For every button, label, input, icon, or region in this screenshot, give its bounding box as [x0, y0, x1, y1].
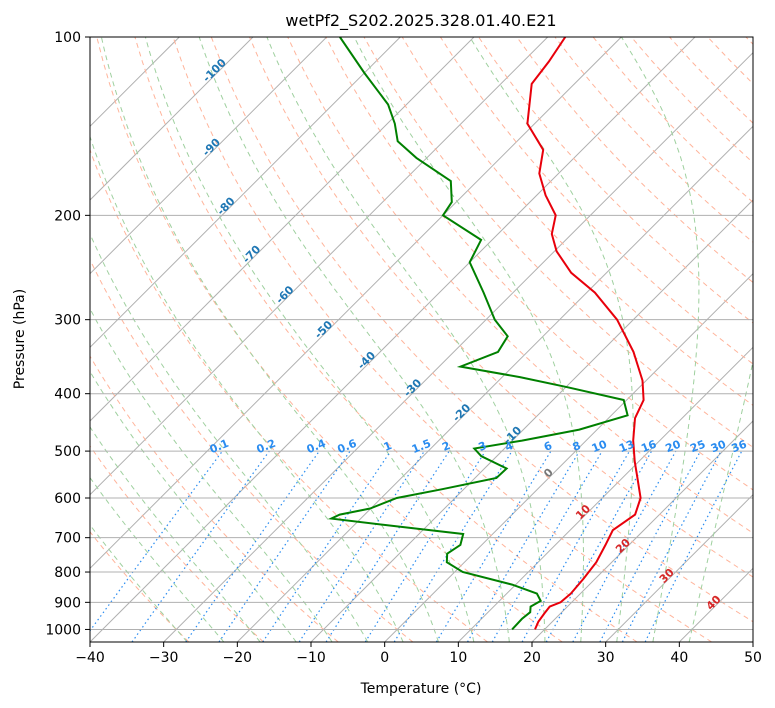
plot-frame: [89, 36, 754, 643]
dewpoint-line: [327, 37, 629, 631]
dry-adiabat-line: [516, 37, 753, 284]
isotherm-line: [236, 125, 753, 642]
moist-adiabat-line: [90, 135, 404, 642]
profile-series: [327, 37, 645, 631]
x-tick-label: −40: [75, 650, 105, 666]
y-tick-label: 700: [54, 531, 81, 547]
mixing-ratio-label: 2: [440, 439, 452, 454]
x-tick-label: 30: [597, 650, 615, 666]
mixing-ratio-label: 8: [571, 439, 583, 454]
mixing-ratio-line: [599, 450, 702, 642]
mixing-ratio-label: 20: [664, 437, 683, 455]
mixing-ratio-line: [393, 450, 513, 642]
isotherm-line: [90, 37, 475, 422]
dry-adiabat-line: [210, 37, 753, 623]
isotherm-line: [384, 272, 753, 642]
moist-adiabat-line: [620, 37, 700, 642]
isotherm-line: [90, 37, 622, 570]
dry-adiabat-line: [96, 37, 563, 642]
isotherm-line: [457, 346, 753, 642]
x-tick-label: −20: [223, 650, 253, 666]
moist-adiabat-line: [90, 370, 297, 642]
dry-adiabat-line: [90, 148, 488, 642]
mixing-ratio-label: 3: [477, 439, 489, 454]
x-tick-label: 20: [523, 650, 541, 666]
x-tick-label: −10: [296, 650, 326, 666]
y-tick-label: 900: [54, 595, 81, 611]
moist-adiabat-line: [90, 524, 188, 642]
y-tick-label: 200: [54, 208, 81, 224]
isotherm-line: [605, 493, 753, 642]
moist-adiabat-line: [100, 37, 439, 642]
moist-adiabat-line: [353, 37, 584, 642]
dry-adiabat-line: [439, 37, 753, 365]
y-tick-label: 600: [54, 491, 81, 507]
mixing-ratio-label: 1: [382, 439, 394, 454]
mixing-ratio-line: [325, 450, 450, 642]
moist-adiabat-line: [90, 232, 369, 642]
mixing-ratio-line: [572, 450, 677, 642]
mixing-ratio-label: 16: [639, 437, 658, 455]
y-tick-label: 100: [54, 30, 81, 46]
temperature-line: [526, 37, 645, 630]
mixing-ratio-line: [364, 450, 486, 642]
isotherm-line: [752, 641, 753, 642]
isotherm-line: [90, 37, 328, 275]
mixing-ratio-label: 30: [709, 437, 728, 455]
moist-adiabat-line: [90, 476, 225, 642]
x-tick-label: 40: [670, 650, 688, 666]
y-tick-label: 400: [54, 387, 81, 403]
moist-adiabat-line: [90, 426, 261, 642]
x-axis-label: Temperature (°C): [360, 681, 482, 697]
moist-adiabat-line: [144, 37, 475, 642]
x-tick-label: 0: [380, 650, 389, 666]
mixing-ratio-line: [298, 450, 425, 642]
y-tick-label: 800: [54, 565, 81, 581]
x-tick-label: 10: [449, 650, 467, 666]
y-tick-label: 1000: [45, 622, 81, 638]
mixing-ratio-label: 25: [688, 438, 707, 456]
y-axis-label: Pressure (hPa): [12, 289, 28, 389]
axes: −40 −30 −20 −10 0 10 20 30 40 50 100 200 300 400 500 60…: [45, 30, 762, 666]
isotherm-line: [90, 37, 549, 496]
isotherm-line: [163, 51, 753, 642]
y-tick-label: 500: [54, 444, 81, 460]
isotherm-line: [90, 37, 401, 349]
dry-adiabat-line: [401, 37, 753, 406]
moist-adiabat-line: [266, 37, 546, 642]
dry-adiabat-line: [249, 37, 753, 578]
plot-background: [90, 37, 753, 642]
reference-lines: [90, 37, 753, 642]
isotherm-line: [90, 37, 696, 642]
y-tick-label: 300: [54, 313, 81, 329]
mixing-ratio-label: 13: [617, 438, 636, 456]
mixing-ratio-line: [466, 450, 580, 642]
mixing-ratio-line: [435, 450, 552, 642]
mixing-ratio-line: [218, 450, 351, 642]
mixing-ratio-label: 36: [730, 437, 749, 455]
dry-adiabat-line: [90, 445, 264, 642]
dry-adiabat-line: [287, 37, 753, 534]
isotherm-line: [90, 37, 254, 201]
dry-adiabat-line: [90, 531, 190, 642]
isotherm-line: [310, 199, 753, 642]
mixing-ratio-label: 10: [590, 437, 609, 455]
x-tick-label: −30: [149, 650, 179, 666]
x-tick-label: 50: [744, 650, 762, 666]
dry-adiabat-line: [90, 258, 414, 642]
mixing-ratio-line: [185, 450, 320, 642]
chart-title: wetPf2_S202.2025.328.01.40.E21: [285, 11, 556, 31]
mixing-ratio-line: [262, 450, 392, 642]
dry-adiabat-line: [172, 37, 712, 642]
dry-adiabat-line: [134, 37, 638, 642]
isotherm-line: [531, 420, 753, 642]
